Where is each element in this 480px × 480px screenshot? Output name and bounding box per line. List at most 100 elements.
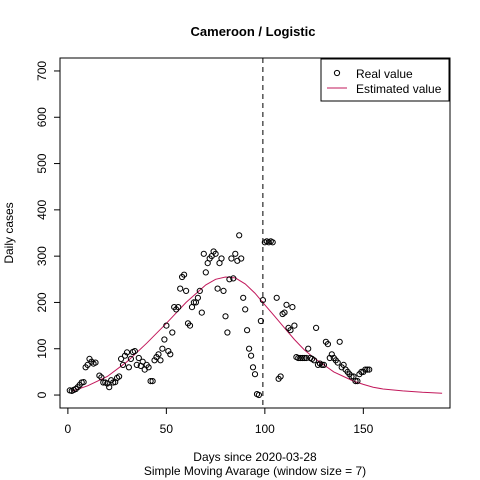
y-axis: 0 100 200 300 400 500 600 700 xyxy=(35,61,60,398)
real-value-point xyxy=(72,385,79,393)
y-tick-label: 300 xyxy=(35,246,49,266)
real-value-point xyxy=(198,309,205,316)
real-value-point xyxy=(131,348,138,355)
real-value-point xyxy=(230,275,237,282)
real-value-point xyxy=(236,232,243,239)
chart-title: Cameroon / Logistic xyxy=(191,24,316,39)
real-value-point xyxy=(145,364,152,371)
chart-subtitle: Simple Moving Avarage (window size = 7) xyxy=(144,464,366,478)
real-value-point xyxy=(366,366,373,373)
real-value-point xyxy=(183,287,190,294)
real-value-point xyxy=(147,378,154,385)
real-value-point xyxy=(169,329,176,336)
real-value-point xyxy=(119,361,127,368)
real-value-point xyxy=(242,306,249,313)
real-value-point xyxy=(159,345,166,352)
real-value-point xyxy=(100,379,107,386)
real-value-point xyxy=(281,309,288,316)
real-value-point xyxy=(362,366,369,373)
y-tick-label: 700 xyxy=(35,61,49,81)
real-value-point xyxy=(165,348,172,355)
real-value-point xyxy=(249,364,257,371)
real-value-point xyxy=(196,287,203,294)
real-value-point xyxy=(305,345,312,352)
real-value-point xyxy=(202,269,209,276)
real-value-point xyxy=(133,361,140,368)
real-value-point xyxy=(364,366,371,373)
real-value-point xyxy=(277,373,284,380)
real-value-point xyxy=(214,285,221,292)
y-tick-label: 200 xyxy=(35,292,49,312)
real-value-point xyxy=(244,327,251,334)
legend-real-marker xyxy=(333,69,341,77)
legend-estimated-label: Estimated value xyxy=(356,82,442,96)
real-value-point xyxy=(157,357,164,364)
real-value-point xyxy=(248,352,255,359)
real-value-point xyxy=(240,294,247,301)
y-axis-label: Daily cases xyxy=(2,202,16,263)
real-value-point xyxy=(352,378,359,385)
real-value-point xyxy=(301,354,308,362)
real-value-point xyxy=(313,324,320,331)
estimated-value-line xyxy=(71,276,443,394)
y-tick-label: 400 xyxy=(35,200,49,220)
real-value-point xyxy=(121,352,129,359)
real-value-point xyxy=(283,301,290,308)
real-value-point xyxy=(149,378,156,385)
real-value-point xyxy=(348,373,355,380)
real-value-point xyxy=(127,355,134,362)
real-value-point xyxy=(224,329,231,336)
real-value-point xyxy=(273,294,280,301)
real-value-point xyxy=(96,372,103,379)
real-value-point xyxy=(220,287,227,294)
x-axis-label: Days since 2020-03-28 xyxy=(193,450,317,464)
real-value-point xyxy=(287,327,294,334)
real-value-point xyxy=(336,338,343,345)
real-value-point xyxy=(116,373,123,380)
legend: Real value Estimated value xyxy=(320,58,450,102)
real-value-point xyxy=(80,379,87,386)
real-value-point xyxy=(334,359,341,366)
real-value-point xyxy=(167,351,174,358)
real-value-point xyxy=(226,276,233,283)
real-value-point xyxy=(218,255,225,262)
real-value-point xyxy=(181,271,188,278)
legend-box xyxy=(320,58,450,102)
real-value-point xyxy=(354,378,361,385)
real-value-point xyxy=(118,355,125,362)
real-value-point xyxy=(84,361,91,368)
real-value-point xyxy=(92,359,99,366)
real-value-point xyxy=(297,354,304,362)
y-tick-label: 100 xyxy=(35,338,49,358)
real-value-point xyxy=(222,313,229,320)
real-value-point xyxy=(251,371,259,378)
real-value-point xyxy=(303,354,310,362)
real-value-point xyxy=(135,354,142,362)
real-value-point xyxy=(123,349,131,356)
y-tick-label: 500 xyxy=(35,153,49,173)
real-value-point xyxy=(161,336,168,343)
real-value-point xyxy=(177,285,184,292)
real-value-point xyxy=(238,255,245,262)
real-value-point xyxy=(98,374,105,381)
real-value-point xyxy=(232,250,239,257)
y-tick-label: 600 xyxy=(35,107,49,127)
real-value-point xyxy=(320,361,327,368)
real-value-point xyxy=(106,384,113,391)
x-tick-label: 50 xyxy=(160,422,174,436)
legend-real-label: Real value xyxy=(356,67,413,81)
real-value-point xyxy=(289,304,296,311)
real-value-point xyxy=(186,322,194,329)
real-value-point xyxy=(194,294,201,301)
y-tick-label: 0 xyxy=(35,391,49,398)
real-value-point xyxy=(139,358,146,365)
x-tick-label: 150 xyxy=(353,422,373,436)
real-value-point xyxy=(259,297,266,304)
real-value-point xyxy=(255,391,262,399)
real-value-point xyxy=(299,354,306,362)
real-value-point xyxy=(311,357,318,364)
real-value-point xyxy=(125,364,132,371)
real-value-point xyxy=(175,304,182,311)
x-tick-label: 100 xyxy=(255,422,275,436)
